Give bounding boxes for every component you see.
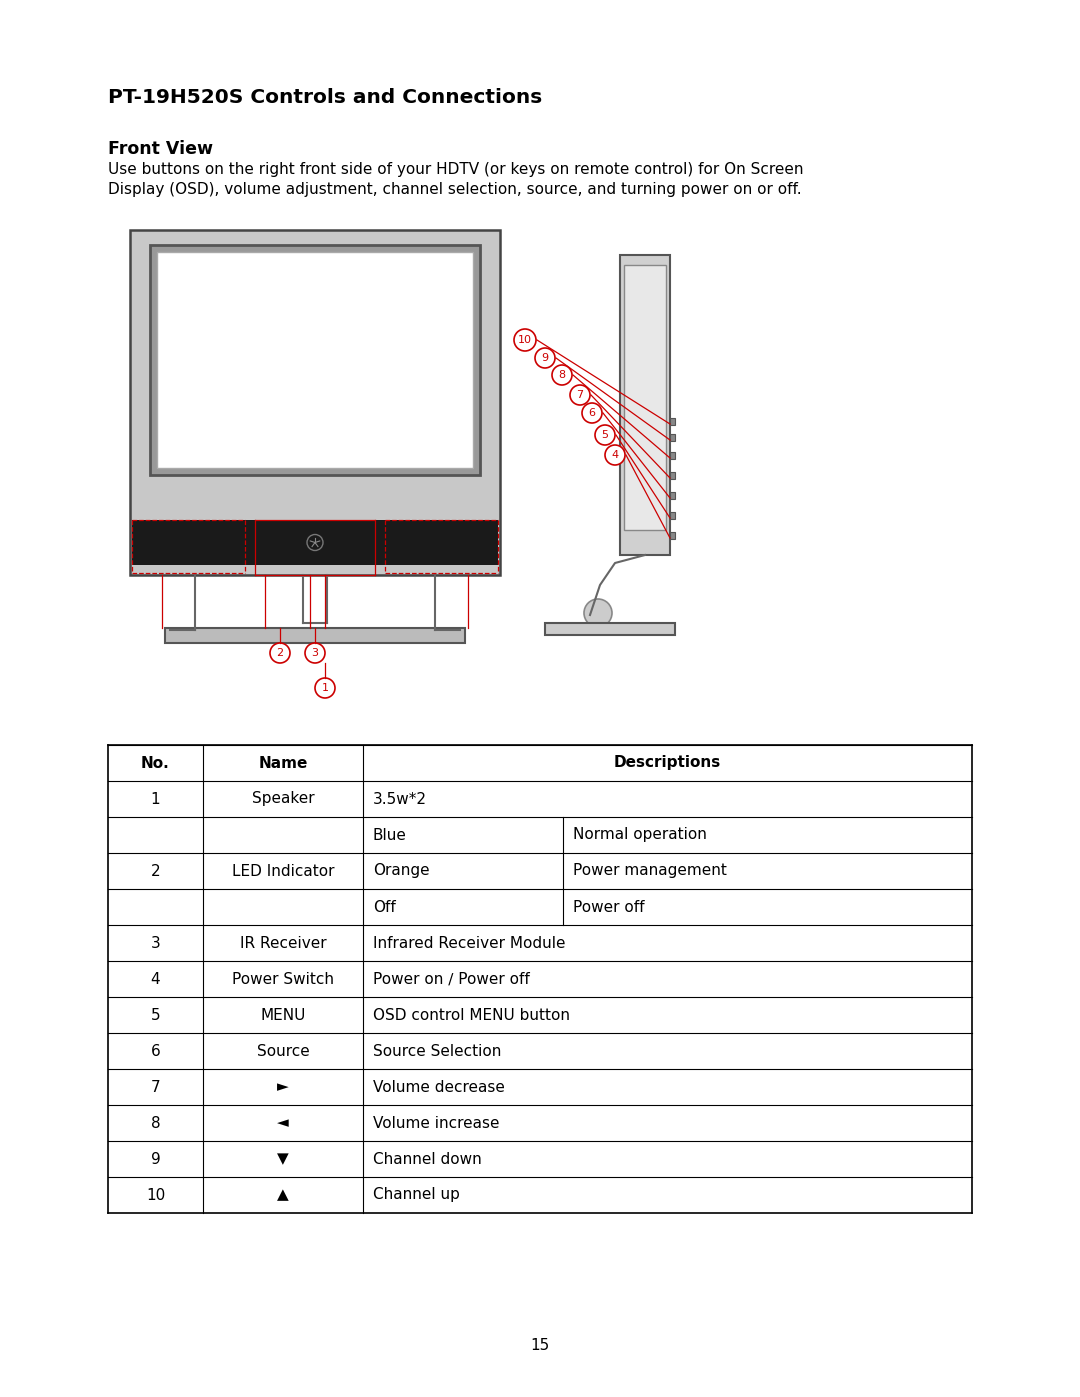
Bar	[620, 256, 670, 555]
Text: Front View: Front View	[108, 140, 213, 158]
Text: Channel down: Channel down	[373, 1151, 482, 1166]
Text: Power on ∕ Power off: Power on ∕ Power off	[373, 971, 530, 986]
Bar	[157, 251, 473, 468]
Text: Normal operation: Normal operation	[573, 827, 707, 842]
Circle shape	[595, 425, 615, 446]
Text: LED Indicator: LED Indicator	[232, 863, 334, 879]
Text: 8: 8	[558, 370, 566, 380]
Text: 3: 3	[311, 648, 319, 658]
Text: Blue: Blue	[373, 827, 407, 842]
Bar	[670, 434, 675, 441]
Text: 3.5w*2: 3.5w*2	[373, 792, 427, 806]
Text: 5: 5	[151, 1007, 160, 1023]
Bar	[132, 520, 498, 564]
Text: IR Receiver: IR Receiver	[240, 936, 326, 950]
Text: 8: 8	[151, 1115, 160, 1130]
Text: ▼: ▼	[278, 1151, 288, 1166]
Circle shape	[584, 599, 612, 627]
Circle shape	[535, 348, 555, 367]
Text: Descriptions: Descriptions	[613, 756, 721, 771]
Text: Orange: Orange	[373, 863, 430, 879]
Text: 1: 1	[322, 683, 328, 693]
Text: 2: 2	[276, 648, 284, 658]
Circle shape	[582, 402, 602, 423]
Bar	[130, 231, 500, 576]
Text: Name: Name	[258, 756, 308, 771]
Text: 7: 7	[577, 390, 583, 400]
Circle shape	[307, 535, 323, 550]
Text: Power Switch: Power Switch	[232, 971, 334, 986]
Bar	[545, 623, 675, 636]
Text: No.: No.	[141, 756, 170, 771]
Circle shape	[570, 386, 590, 405]
Bar	[165, 629, 465, 643]
Text: 1: 1	[151, 792, 160, 806]
Bar	[670, 511, 675, 520]
Text: Source: Source	[257, 1044, 309, 1059]
Text: Speaker: Speaker	[252, 792, 314, 806]
Text: Volume increase: Volume increase	[373, 1115, 499, 1130]
Circle shape	[552, 365, 572, 386]
Text: Source Selection: Source Selection	[373, 1044, 501, 1059]
Text: 15: 15	[530, 1337, 550, 1352]
Text: 4: 4	[151, 971, 160, 986]
Bar	[670, 453, 675, 460]
Text: Off: Off	[373, 900, 395, 915]
Text: Channel up: Channel up	[373, 1187, 460, 1203]
Circle shape	[605, 446, 625, 465]
Text: ►: ►	[278, 1080, 288, 1094]
Circle shape	[270, 643, 291, 664]
Circle shape	[315, 678, 335, 698]
Text: Volume decrease: Volume decrease	[373, 1080, 504, 1094]
Text: Power management: Power management	[573, 863, 727, 879]
Bar	[624, 265, 666, 529]
Bar	[150, 244, 480, 475]
Text: Power off: Power off	[573, 900, 645, 915]
Text: Use buttons on the right front side of your HDTV (or keys on remote control) for: Use buttons on the right front side of y…	[108, 162, 804, 177]
Text: 4: 4	[611, 450, 619, 460]
Bar	[670, 532, 675, 539]
Circle shape	[514, 330, 536, 351]
Text: 10: 10	[146, 1187, 165, 1203]
Text: 10: 10	[518, 335, 532, 345]
Text: 9: 9	[541, 353, 549, 363]
Bar	[670, 418, 675, 425]
Text: ▲: ▲	[278, 1187, 288, 1203]
Text: 9: 9	[150, 1151, 160, 1166]
Text: Infrared Receiver Module: Infrared Receiver Module	[373, 936, 566, 950]
Circle shape	[305, 643, 325, 664]
Text: 6: 6	[150, 1044, 160, 1059]
Text: PT-19H520S Controls and Connections: PT-19H520S Controls and Connections	[108, 88, 542, 108]
Text: 7: 7	[151, 1080, 160, 1094]
Bar	[670, 492, 675, 499]
Text: MENU: MENU	[260, 1007, 306, 1023]
Text: 3: 3	[150, 936, 160, 950]
Text: ◄: ◄	[278, 1115, 288, 1130]
Text: Display (OSD), volume adjustment, channel selection, source, and turning power o: Display (OSD), volume adjustment, channe…	[108, 182, 801, 197]
Text: 6: 6	[589, 408, 595, 418]
Text: OSD control MENU button: OSD control MENU button	[373, 1007, 570, 1023]
Text: 2: 2	[151, 863, 160, 879]
Bar	[670, 472, 675, 479]
Text: 5: 5	[602, 430, 608, 440]
